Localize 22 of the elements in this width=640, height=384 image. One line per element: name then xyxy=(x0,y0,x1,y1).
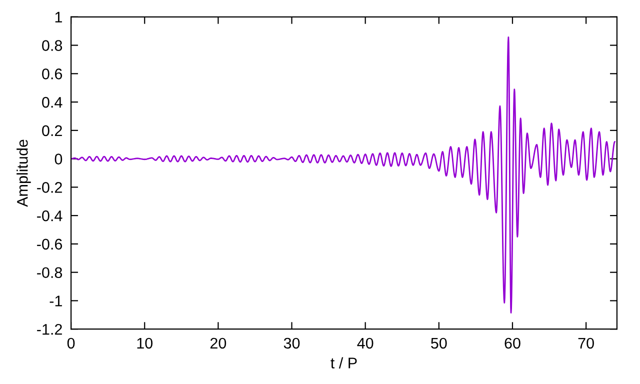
y-tick-label: -0.4 xyxy=(37,210,62,222)
y-tick-label: -0.2 xyxy=(37,182,62,193)
y-tick-label: 0 xyxy=(54,154,62,164)
y-tick-label: 1 xyxy=(55,12,62,22)
y-tick-label: 0.6 xyxy=(42,68,62,80)
x-tick-label: 60 xyxy=(504,338,520,349)
x-tick-label: 0 xyxy=(67,338,75,349)
x-tick-label: 20 xyxy=(210,338,226,349)
y-tick-label: 0.2 xyxy=(42,125,62,136)
y-tick-label: -1.2 xyxy=(37,324,62,335)
y-tick-label: -0.8 xyxy=(37,267,62,278)
x-tick-label: 50 xyxy=(431,338,447,349)
y-tick-label: -1 xyxy=(50,296,62,306)
x-tick-label: 70 xyxy=(578,338,594,349)
x-tick-label: 40 xyxy=(357,338,374,349)
y-axis-title: Amplitude xyxy=(16,140,31,207)
y-tick-label: 0.8 xyxy=(42,40,62,51)
x-axis-title: t / P xyxy=(330,357,357,368)
y-tick-label: 0.4 xyxy=(42,96,62,108)
x-tick-label: 10 xyxy=(137,338,153,349)
y-tick-label: -0.6 xyxy=(37,238,62,250)
x-tick-label: 30 xyxy=(284,338,300,349)
